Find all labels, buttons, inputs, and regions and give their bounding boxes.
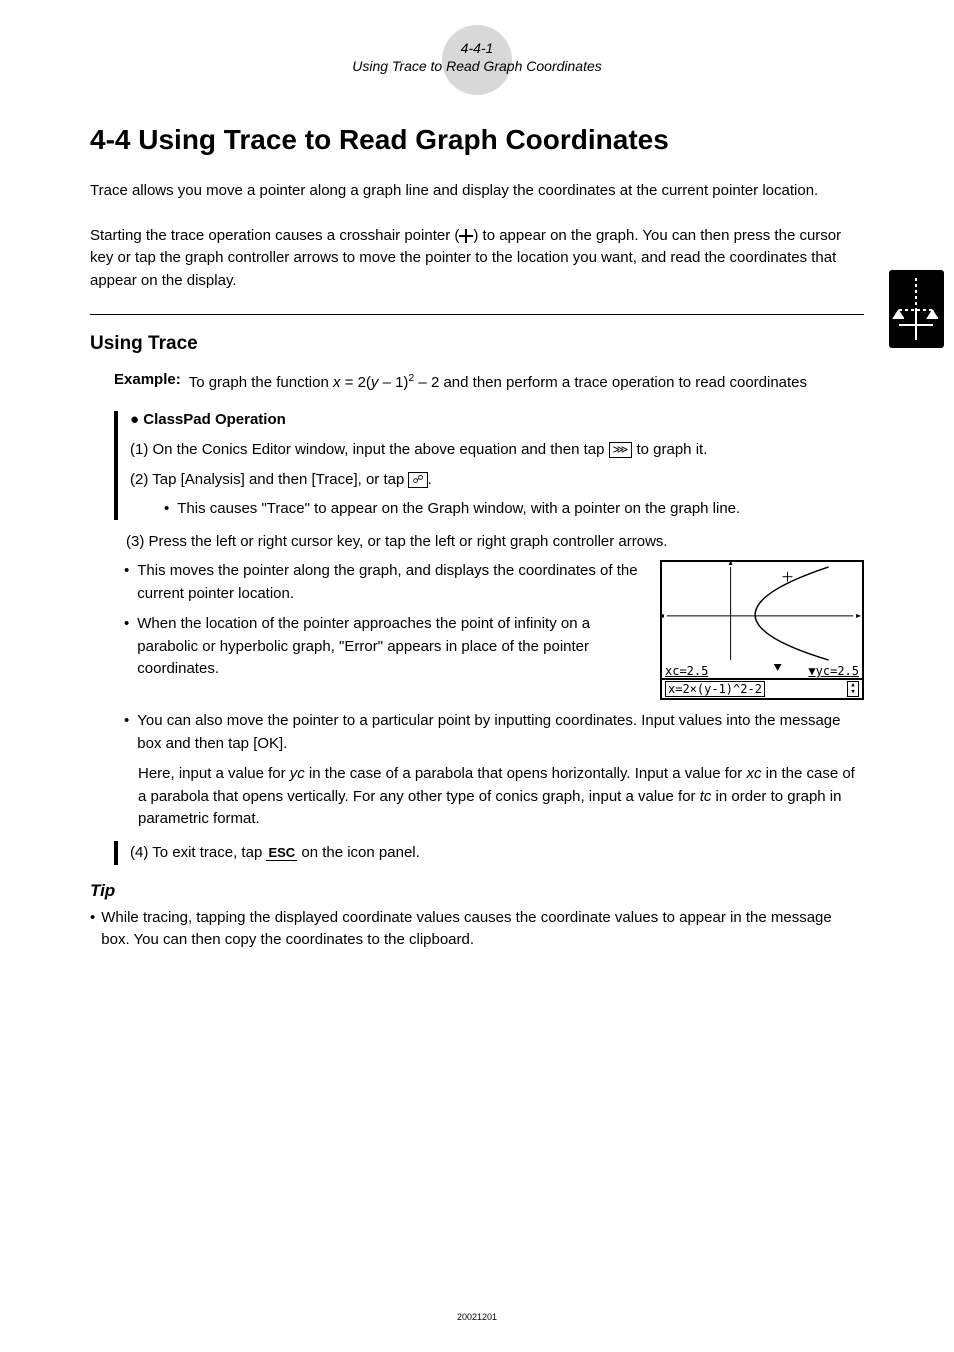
step-2: (2) Tap [Analysis] and then [Trace], or … [130,468,864,492]
operation-heading: ● ClassPad Operation [130,411,864,428]
step-4: (4) To exit trace, tap ESC on the icon p… [130,841,864,865]
example-text: To graph the function x = 2(y – 1)2 – 2 … [189,371,807,395]
footer-code: 20021201 [0,1312,954,1322]
step-2-bullet: •This causes "Trace" to appear on the Gr… [164,498,864,521]
formula-text: x=2×(y-1)^2-2 [665,681,765,697]
scroll-icon[interactable]: ▴▾ [847,681,859,697]
section-number: 4-4-1 [90,40,864,56]
graph-figure: xc=2.5 ▼yc=2.5 x=2×(y-1)^2-2 ▴▾ [660,560,864,700]
step-3-paragraph: Here, input a value for yc in the case o… [138,763,864,831]
header-title: Using Trace to Read Graph Coordinates [352,58,602,74]
esc-icon[interactable]: ESC [266,845,297,861]
step-3-bullet-1: •This moves the pointer along the graph,… [124,560,650,605]
trace-icon[interactable]: ☍ [408,472,427,488]
tip-bullet: •While tracing, tapping the displayed co… [90,907,864,952]
page-title: 4-4 Using Trace to Read Graph Coordinate… [90,124,864,156]
example-row: Example: To graph the function x = 2(y –… [114,371,864,395]
operation-block-1: ● ClassPad Operation (1) On the Conics E… [114,411,864,521]
using-trace-heading: Using Trace [90,333,864,355]
step-3-bullet-3: •You can also move the pointer to a part… [124,710,864,755]
example-label: Example: [114,371,181,395]
step-3-bullet-2: •When the location of the pointer approa… [124,613,650,681]
intro-paragraph-2: Starting the trace operation causes a cr… [90,225,864,293]
page-header: 4-4-1 Using Trace to Read Graph Coordina… [90,40,864,74]
step-1: (1) On the Conics Editor window, input t… [130,438,864,462]
graph-icon[interactable]: ⋙ [609,442,633,458]
crosshair-icon [459,229,473,243]
xc-value[interactable]: xc=2.5 [665,664,708,678]
operation-block-2: (4) To exit trace, tap ESC on the icon p… [114,841,864,865]
intro-paragraph-1: Trace allows you move a pointer along a … [90,180,864,203]
yc-value[interactable]: ▼yc=2.5 [808,664,859,678]
tip-heading: Tip [90,881,864,901]
step-3: (3) Press the left or right cursor key, … [126,530,864,554]
divider [90,314,864,315]
